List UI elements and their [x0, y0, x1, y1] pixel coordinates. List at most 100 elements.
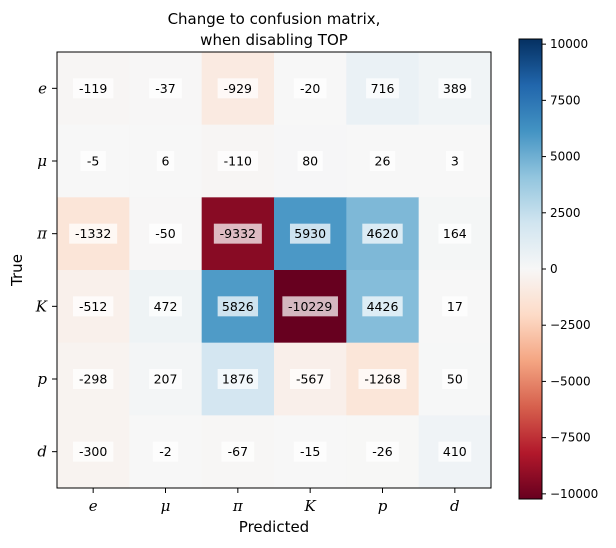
x-tick-label: d	[450, 497, 460, 515]
cell-value-r0-c5: 389	[443, 81, 467, 96]
cell-label-bg-r1-c0	[80, 151, 106, 171]
cell-value-r2-c4: 4620	[367, 226, 399, 241]
cell-value-r2-c2: -9332	[220, 226, 256, 241]
cell-label-bg-r2-c0	[69, 223, 118, 244]
cell-value-r4-c1: 207	[154, 372, 178, 387]
cell-label-bg-r3-c3	[282, 296, 338, 317]
cell-value-r5-c4: -26	[372, 444, 392, 459]
cell-label-bg-r0-c5	[438, 78, 472, 99]
cell-value-r0-c4: 716	[371, 81, 395, 96]
cell-value-r0-c3: -20	[300, 81, 320, 96]
cell-value-r2-c0: -1332	[75, 226, 111, 241]
cell-label-bg-r5-c5	[438, 441, 472, 462]
cell-value-r5-c5: 410	[443, 444, 467, 459]
x-tick-label: e	[89, 497, 98, 515]
cell-value-r0-c1: -37	[155, 81, 175, 96]
cell-label-bg-r4-c5	[442, 369, 468, 389]
y-axis-label: True	[8, 254, 26, 287]
cell-value-r1-c0: -5	[87, 154, 99, 169]
cell-value-r3-c2: 5826	[222, 299, 254, 314]
cell-value-r4-c4: -1268	[364, 372, 400, 387]
cell-label-bg-r2-c3	[289, 223, 331, 244]
cell-label-bg-r2-c2	[213, 223, 262, 244]
cell-label-bg-r4-c2	[217, 369, 259, 389]
cell-label-bg-r0-c4	[366, 78, 399, 99]
cell-value-r3-c1: 472	[154, 299, 178, 314]
cell-label-bg-r3-c1	[149, 296, 182, 317]
x-tick-label: K	[304, 497, 317, 515]
cell-label-bg-r5-c1	[152, 441, 179, 462]
cell-label-bg-r5-c0	[72, 441, 114, 462]
y-tick-label: K	[35, 297, 48, 315]
x-tick-label: μ	[161, 497, 171, 515]
y-tick-label: d	[37, 443, 47, 461]
cell-value-r3-c0: -512	[79, 299, 107, 314]
x-tick-label: p	[378, 497, 388, 515]
heatmap-cells	[57, 52, 492, 489]
y-tick-label: e	[38, 79, 47, 97]
colorbar-tick-label: 0	[550, 262, 558, 276]
cell-label-bg-r2-c1	[149, 223, 182, 244]
cell-value-r3-c5: 17	[447, 299, 463, 314]
y-tick-label: μ	[37, 152, 47, 170]
cell-value-r3-c4: 4426	[367, 299, 399, 314]
cell-value-r5-c0: -300	[79, 444, 107, 459]
colorbar-tick-label: 7500	[550, 93, 581, 107]
cell-value-r5-c2: -67	[228, 444, 248, 459]
cell-label-bg-r3-c2	[217, 296, 259, 317]
chart-title-line-1: Change to confusion matrix,	[168, 10, 381, 28]
cell-label-bg-r1-c2	[217, 151, 259, 171]
cell-value-r5-c3: -15	[300, 444, 320, 459]
colorbar-tick-label: −10000	[550, 487, 598, 501]
cell-value-r4-c0: -298	[79, 372, 107, 387]
colorbar-ticks: 10000 7500 5000 2500 0 −2500 −5000 −7500 −10000	[542, 37, 598, 501]
cell-label-bg-r4-c4	[358, 369, 407, 389]
cell-label-bg-r5-c3	[293, 441, 327, 462]
cell-label-bg-r5-c2	[221, 441, 255, 462]
cell-label-bg-r4-c1	[149, 369, 182, 389]
cell-label-bg-r3-c5	[442, 296, 468, 317]
cell-value-r4-c2: 1876	[222, 372, 254, 387]
colorbar-tick-label: −7500	[550, 431, 591, 445]
y-axis-ticks: e μ π Kp d	[35, 79, 57, 461]
y-tick-label: π	[36, 225, 48, 243]
colorbar-tick-label: 2500	[550, 206, 581, 220]
cell-label-bg-r2-c5	[438, 223, 472, 244]
cell-label-bg-r0-c0	[72, 78, 114, 99]
colorbar-tick-label: −5000	[550, 374, 591, 388]
cell-label-bg-r5-c4	[366, 441, 399, 462]
plot-frame	[56, 51, 492, 489]
cell-label-bg-r0-c2	[217, 78, 259, 99]
y-tick-label: p	[37, 370, 47, 388]
cell-label-bg-r0-c3	[293, 78, 327, 99]
cell-label-bg-r4-c0	[72, 369, 114, 389]
cell-value-r2-c5: 164	[443, 226, 467, 241]
heatmap-cell-labels: -119 -37 -929 -20 716 389 -5 6 -110 80 26 3 -1332 -50…	[69, 78, 472, 462]
colorbar-tick-label: −2500	[550, 318, 591, 332]
colorbar-tick-label: 5000	[550, 150, 581, 164]
cell-label-bg-r4-c3	[289, 369, 331, 389]
cell-value-r5-c1: -2	[159, 444, 171, 459]
cell-value-r1-c4: 26	[375, 154, 391, 169]
cell-label-bg-r1-c1	[156, 151, 175, 171]
cell-label-bg-r1-c5	[446, 151, 464, 171]
cell-value-r4-c3: -567	[296, 372, 324, 387]
cell-label-bg-r1-c3	[297, 151, 323, 171]
cell-label-bg-r3-c4	[362, 296, 403, 317]
colorbar-tick-label: 10000	[550, 37, 588, 51]
cell-value-r1-c2: -110	[224, 154, 252, 169]
cell-label-bg-r2-c4	[362, 223, 403, 244]
cell-value-r0-c0: -119	[79, 81, 107, 96]
cell-value-r2-c1: -50	[155, 226, 175, 241]
cell-label-bg-r1-c4	[369, 151, 396, 171]
cell-value-r1-c5: 3	[451, 154, 459, 169]
cell-value-r1-c3: 80	[302, 154, 318, 169]
cell-value-r0-c2: -929	[224, 81, 252, 96]
x-tick-label: π	[232, 497, 244, 515]
colorbar	[518, 38, 543, 500]
cell-label-bg-r0-c1	[149, 78, 182, 99]
cell-value-r2-c3: 5930	[294, 226, 326, 241]
x-axis-label: Predicted	[239, 518, 309, 536]
